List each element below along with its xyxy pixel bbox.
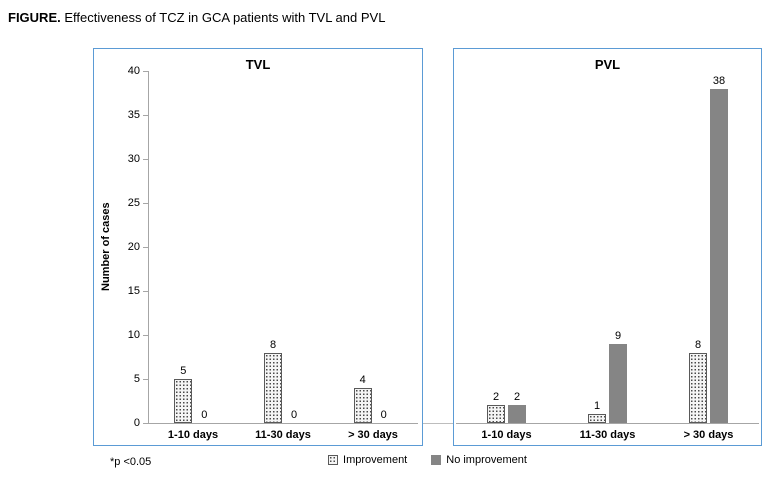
bar-column: 5	[174, 365, 193, 423]
y-axis-label: Number of cases	[100, 202, 112, 292]
y-tick-label: 5	[133, 373, 140, 385]
category-label: 11-30 days	[579, 429, 636, 441]
figure-title-prefix: FIGURE.	[8, 10, 61, 25]
bottom-row: *p <0.05 Improvement No improvement	[0, 454, 779, 472]
legend-wrap: Improvement No improvement	[93, 454, 762, 466]
bar-group: 8 38	[658, 71, 759, 423]
pvl-chart-panel: PVL 2 2 1 9 8 38 1-10 days 11-30 days > 30 days	[453, 48, 762, 446]
y-tick-mark	[143, 379, 148, 380]
bar-value-label: 1	[593, 400, 601, 413]
bar-value-label: 8	[694, 338, 702, 351]
bar-improvement	[264, 352, 282, 423]
category-label: > 30 days	[683, 429, 734, 441]
bar-value-label: 9	[614, 329, 622, 342]
y-tick-label: 35	[127, 109, 140, 121]
bar-column: 1	[588, 400, 606, 423]
bar-value-label: 0	[201, 409, 208, 421]
legend-item-improvement: Improvement	[328, 454, 407, 466]
y-tick-mark	[143, 159, 148, 160]
bar-value-label: 4	[359, 373, 366, 386]
bar-value-label: 2	[492, 391, 500, 404]
category-label: 11-30 days	[255, 429, 311, 441]
tvl-panel-title: TVL	[245, 57, 271, 72]
y-tick-mark	[143, 335, 148, 336]
bar-value-label: 5	[180, 365, 187, 377]
improvement-swatch-icon	[328, 455, 339, 465]
bar-column: 0	[375, 409, 393, 423]
legend-label-no-improvement: No improvement	[446, 454, 527, 466]
bar-improvement	[588, 414, 606, 423]
y-tick-mark	[143, 203, 148, 204]
bar-value-label: 8	[269, 338, 277, 351]
bar-no-improvement	[609, 343, 627, 423]
category-label: 1-10 days	[481, 429, 532, 441]
y-tick-label: 15	[127, 285, 140, 297]
pvl-category-labels: 1-10 days 11-30 days > 30 days	[456, 429, 759, 441]
bar-column: 2	[487, 391, 505, 423]
figure-title-text: Effectiveness of TCZ in GCA patients wit…	[64, 10, 386, 25]
bar-value-label: 0	[380, 409, 387, 421]
pvl-panel-title: PVL	[594, 57, 621, 72]
y-tick-mark	[143, 71, 148, 72]
bar-column: 8	[264, 339, 282, 423]
y-tick-label: 25	[127, 197, 140, 209]
category-label: 1-10 days	[167, 429, 219, 441]
bar-no-improvement	[710, 88, 728, 423]
footnote: *p <0.05	[110, 456, 152, 468]
category-label: > 30 days	[348, 429, 398, 441]
pvl-plot-area: 2 2 1 9 8 38	[456, 71, 759, 424]
tvl-category-labels: 1-10 days 11-30 days > 30 days	[148, 429, 418, 441]
no-improvement-swatch-icon	[431, 455, 442, 465]
bar-column: 8	[689, 339, 707, 423]
y-tick-label: 30	[127, 153, 140, 165]
bar-column: 9	[609, 330, 627, 423]
bar-column: 0	[285, 409, 303, 423]
bar-improvement	[353, 387, 372, 423]
y-tick-label: 20	[127, 241, 140, 253]
bar-improvement	[689, 352, 707, 423]
bar-improvement	[487, 405, 505, 423]
figure-title: FIGURE. Effectiveness of TCZ in GCA pati…	[0, 0, 779, 30]
bar-value-label: 38	[712, 74, 726, 87]
y-tick-label: 40	[127, 65, 140, 77]
axis-connector-line	[423, 423, 453, 424]
y-axis-ticks: 40 35 30 25 20 15 10 5 0	[122, 65, 148, 429]
bar-column: 2	[508, 391, 526, 423]
bar-column: 4	[353, 373, 372, 423]
bar-column: 0	[195, 409, 213, 423]
bar-value-label: 2	[513, 391, 521, 404]
bar-value-label: 0	[290, 409, 298, 421]
pvl-plot-wrap: 2 2 1 9 8 38 1-10 days 11-30 days > 30 days	[456, 71, 759, 441]
bar-no-improvement	[508, 405, 526, 423]
legend: Improvement No improvement	[328, 454, 527, 466]
y-tick-mark	[143, 423, 148, 424]
bar-column: 38	[710, 75, 728, 423]
legend-label-improvement: Improvement	[343, 454, 408, 466]
bar-improvement	[174, 379, 193, 423]
y-tick-mark	[143, 291, 148, 292]
legend-item-no-improvement: No improvement	[431, 454, 527, 466]
y-tick-label: 0	[133, 417, 140, 429]
y-tick-label: 10	[127, 329, 140, 341]
y-tick-mark	[143, 247, 148, 248]
y-tick-mark	[143, 115, 148, 116]
